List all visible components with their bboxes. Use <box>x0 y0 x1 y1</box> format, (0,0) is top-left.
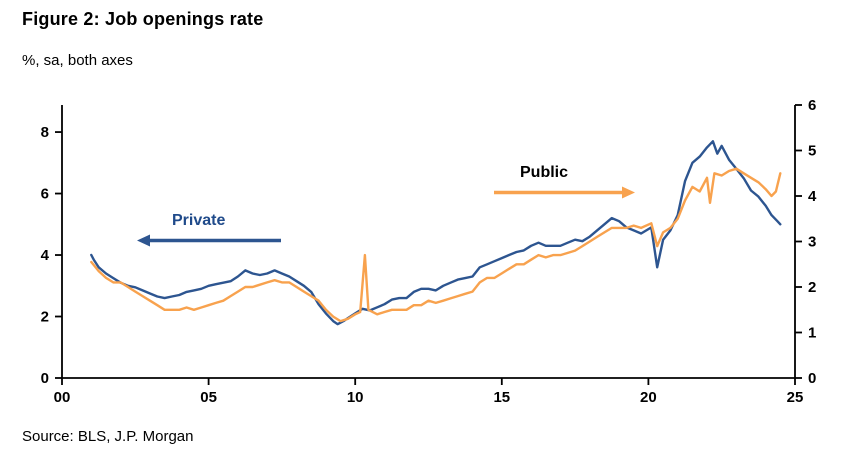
figure-title: Figure 2: Job openings rate <box>22 9 264 29</box>
annotation-public-label: Public <box>520 164 569 181</box>
y-axis-right-tick-label: 3 <box>808 234 816 251</box>
y-axis-left-tick-label: 4 <box>41 247 50 264</box>
x-axis-tick-label: 10 <box>347 389 364 406</box>
x-axis-tick-label: 20 <box>640 389 657 406</box>
y-axis-right-tick-label: 6 <box>808 97 816 114</box>
y-axis-left-tick-label: 0 <box>41 370 49 387</box>
y-axis-left-tick-label: 8 <box>41 124 49 141</box>
y-axis-right-tick-label: 5 <box>808 143 816 160</box>
right-arrow-icon <box>494 186 635 199</box>
x-axis-tick-label: 25 <box>787 389 804 406</box>
series-line-public <box>90 167 782 323</box>
y-axis-right-tick-label: 4 <box>808 188 817 205</box>
annotation-public: Public <box>494 163 636 199</box>
job-openings-chart: 0 2 4 6 8 0 1 2 3 4 5 6 00 05 10 15 20 25 <box>41 97 817 406</box>
y-axis-right-tick-label: 1 <box>808 325 816 342</box>
left-arrow-icon <box>137 234 281 247</box>
y-axis-left-tick-label: 2 <box>41 309 49 326</box>
x-axis-tick-label: 00 <box>54 389 71 406</box>
annotation-private: Private <box>136 211 282 247</box>
y-axis-right-tick-label: 2 <box>808 279 816 296</box>
y-axis-right-tick-label: 0 <box>808 370 816 387</box>
source-note: Source: BLS, J.P. Morgan <box>22 428 194 445</box>
annotation-private-label: Private <box>172 212 226 229</box>
figure-subtitle: %, sa, both axes <box>22 52 133 69</box>
x-axis-tick-label: 15 <box>493 389 510 406</box>
x-axis-tick-label: 05 <box>200 389 217 406</box>
y-axis-left-tick-label: 6 <box>41 186 49 203</box>
